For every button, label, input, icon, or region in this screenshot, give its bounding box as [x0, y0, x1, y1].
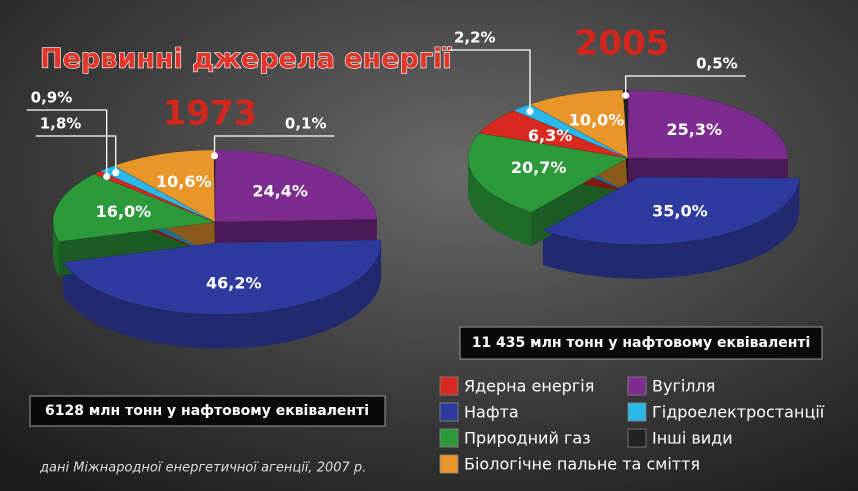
slice-side [63, 242, 382, 349]
leader-dot [211, 152, 219, 160]
note: 6128 млн тонн у нафтовому еквіваленті [45, 403, 369, 419]
legend-label: Гідроелектростанції [652, 403, 825, 422]
leader-dot [526, 107, 534, 115]
pies: 24,4% 46,2% 16,0% 0,9% 1,8% 10,6% 0,1% 25,3% 35,… [26, 29, 800, 349]
slice [478, 110, 629, 159]
source: дані Міжнародної енергетичної агенції, 2… [39, 461, 366, 476]
legend-swatch [439, 402, 459, 422]
legend-label: Біологічне пальне та сміття [464, 455, 700, 474]
data-label: 20,7% [511, 158, 567, 177]
data-label: 6,3% [528, 126, 572, 145]
legend-label: Нафта [464, 403, 519, 422]
legend-swatch [439, 376, 459, 396]
leader-line [625, 75, 746, 96]
data-label: 10,6% [156, 172, 212, 191]
leader-dot [112, 169, 120, 177]
legend-swatch [627, 428, 647, 448]
legend-label: Інші види [652, 429, 733, 448]
slice-side [542, 177, 800, 279]
slice [542, 176, 800, 246]
pie-title: 1973 [163, 94, 258, 134]
slice [93, 170, 216, 223]
note-box [29, 395, 386, 427]
legend-swatch [439, 454, 459, 474]
slice [214, 149, 378, 223]
leader-line [35, 135, 117, 173]
legend-label: Ядерна енергія [464, 377, 594, 396]
data-label: 10,0% [569, 110, 625, 129]
data-label: 35,0% [652, 202, 708, 221]
legend-swatch [627, 376, 647, 396]
legend-swatch [439, 428, 459, 448]
slice [62, 239, 382, 315]
slice-side [53, 222, 60, 276]
leader-line [26, 109, 108, 177]
note-box [459, 326, 823, 360]
slice [52, 173, 216, 242]
leader-dot [622, 91, 630, 99]
legend-label: Вугілля [652, 377, 715, 396]
note: 11 435 млн тонн у нафтовому еквіваленті [472, 335, 811, 351]
slice [529, 89, 629, 159]
legend: Вугілля Нафта Природний газ Ядерна енергія Г… [439, 376, 825, 474]
data-label: 0,9% [31, 89, 73, 107]
pie-title: 2005 [575, 24, 670, 64]
data-label: 1,8% [40, 115, 82, 133]
leader-line [213, 135, 335, 156]
data-label: 2,2% [454, 29, 496, 47]
leader-dot [103, 173, 111, 181]
slice [467, 132, 629, 213]
slice [627, 89, 789, 160]
data-label: 46,2% [206, 273, 262, 292]
legend-swatch [627, 402, 647, 422]
data-label: 0,5% [696, 55, 738, 73]
leader-line [449, 49, 531, 112]
slice-side [468, 158, 532, 247]
data-label: 24,4% [252, 181, 308, 200]
data-label: 16,0% [96, 202, 152, 221]
slice [113, 149, 216, 223]
legend-label: Природний газ [464, 429, 591, 448]
page-title: Первинні джерела енергії [40, 44, 451, 75]
data-label: 25,3% [666, 120, 722, 139]
data-label: 0,1% [285, 115, 327, 133]
